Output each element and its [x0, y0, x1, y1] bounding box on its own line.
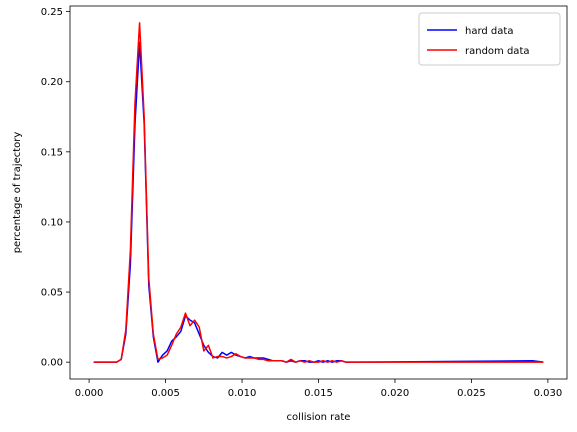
- y-tick-label: 0.00: [41, 358, 63, 369]
- legend-label-hard-data: hard data: [465, 26, 513, 37]
- legend-label-random-data: random data: [465, 46, 530, 57]
- x-tick-label: 0.005: [151, 388, 180, 399]
- legend: hard data random data: [418, 12, 561, 66]
- x-tick-label: 0.020: [381, 388, 410, 399]
- legend-box: [418, 12, 561, 66]
- x-tick-label: 0.010: [228, 388, 257, 399]
- y-tick-label: 0.05: [41, 288, 63, 299]
- x-axis-ticks: 0.000 0.005 0.010 0.015 0.020 0.025 0.030: [75, 379, 562, 399]
- x-axis-label: collision rate: [287, 412, 351, 423]
- y-tick-label: 0.25: [41, 7, 63, 18]
- y-axis-ticks: 0.00 0.05 0.10 0.15 0.20 0.25: [41, 7, 70, 369]
- x-tick-label: 0.000: [75, 388, 104, 399]
- y-axis-label: percentage of trajectory: [12, 132, 23, 254]
- x-tick-label: 0.030: [534, 388, 563, 399]
- x-tick-label: 0.025: [457, 388, 486, 399]
- y-tick-label: 0.20: [41, 77, 63, 88]
- series-line-hard-data: [93, 41, 544, 363]
- x-tick-label: 0.015: [304, 388, 333, 399]
- series-line-random-data: [93, 22, 544, 363]
- y-tick-label: 0.10: [41, 217, 63, 228]
- y-tick-label: 0.15: [41, 147, 63, 158]
